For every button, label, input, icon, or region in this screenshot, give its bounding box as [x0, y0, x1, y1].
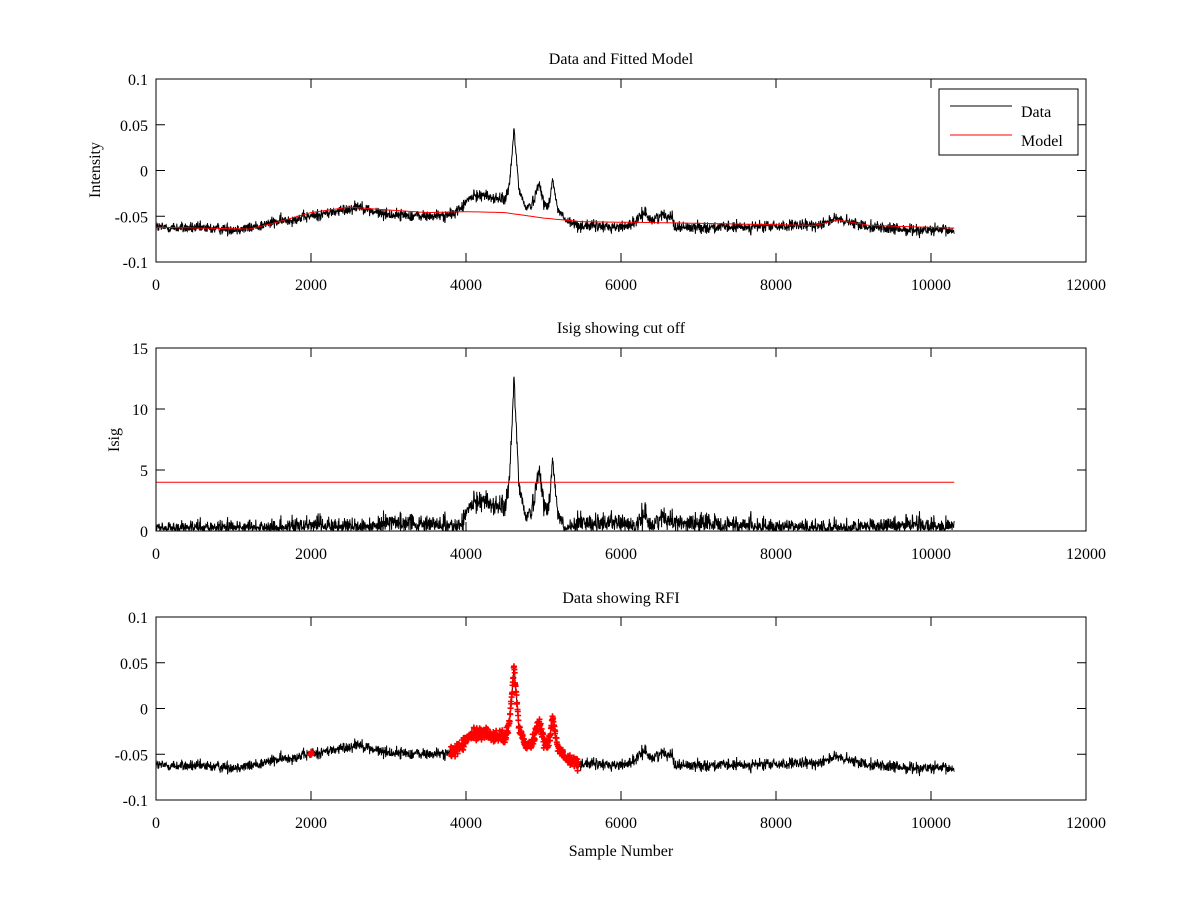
x-tick-label: 2000 — [295, 277, 327, 294]
axes-box — [155, 616, 1087, 801]
y-tick-label: 0.1 — [128, 72, 148, 89]
rfi-markers — [307, 663, 582, 774]
y-tick-label: 15 — [132, 341, 148, 358]
subplot-title: Data and Fitted Model — [549, 51, 694, 68]
legend-box — [938, 88, 1079, 156]
x-tick-label: 0 — [152, 815, 160, 832]
plot-area — [156, 663, 955, 777]
data-series-line — [156, 128, 955, 239]
x-tick-label: 8000 — [760, 277, 792, 294]
x-tick-label: 4000 — [450, 815, 482, 832]
x-axis-label: Sample Number — [569, 843, 674, 860]
y-tick-label: 0 — [140, 524, 148, 541]
y-tick-label: 0 — [140, 164, 148, 181]
subplot-isig: Isig showing cut off Isig 0 2000 4000 6000 8… — [106, 320, 1106, 563]
y-tick-label: 5 — [140, 463, 148, 480]
x-tick-label: 12000 — [1066, 277, 1106, 294]
x-tick-label: 8000 — [760, 815, 792, 832]
plot-area — [156, 128, 955, 239]
y-tick-label: -0.05 — [115, 209, 148, 226]
x-tick-label: 6000 — [605, 546, 637, 563]
y-tick-label: 0.1 — [128, 610, 148, 627]
y-axis-label: Intensity — [87, 142, 104, 198]
legend-label-data: Data — [1021, 104, 1051, 121]
subplot-title: Isig showing cut off — [557, 320, 686, 337]
y-tick-label: -0.1 — [123, 793, 148, 810]
y-tick-label: 0 — [140, 702, 148, 719]
x-tick-label: 10000 — [911, 546, 951, 563]
x-tick-label: 0 — [152, 277, 160, 294]
legend: Data Model — [938, 88, 1079, 156]
x-tick-label: 2000 — [295, 546, 327, 563]
y-tick-label: -0.1 — [123, 255, 148, 272]
y-axis-label: Isig — [106, 428, 123, 452]
legend-label-model: Model — [1021, 133, 1063, 150]
x-tick-label: 4000 — [450, 546, 482, 563]
x-tick-label: 12000 — [1066, 815, 1106, 832]
y-tick-label: 0.05 — [120, 656, 148, 673]
x-tick-label: 10000 — [911, 815, 951, 832]
y-tick-label: 10 — [132, 402, 148, 419]
y-tick-label: 0.05 — [120, 118, 148, 135]
model-series-line — [156, 206, 955, 230]
isig-series-line — [156, 376, 955, 531]
x-tick-label: 6000 — [605, 277, 637, 294]
x-tick-label: 10000 — [911, 277, 951, 294]
x-tick-label: 8000 — [760, 546, 792, 563]
x-tick-label: 12000 — [1066, 546, 1106, 563]
x-tick-label: 0 — [152, 546, 160, 563]
axes-box — [155, 347, 1087, 532]
plot-area — [156, 376, 955, 531]
subplot-data-and-model: Data and Fitted Model Intensity 0 2000 400… — [87, 51, 1106, 294]
y-tick-label: -0.05 — [115, 747, 148, 764]
subplot-rfi: Data showing RFI Sample Number 0 2000 4000… — [115, 590, 1106, 860]
x-tick-label: 4000 — [450, 277, 482, 294]
x-tick-label: 2000 — [295, 815, 327, 832]
x-tick-label: 6000 — [605, 815, 637, 832]
subplot-title: Data showing RFI — [562, 590, 679, 607]
